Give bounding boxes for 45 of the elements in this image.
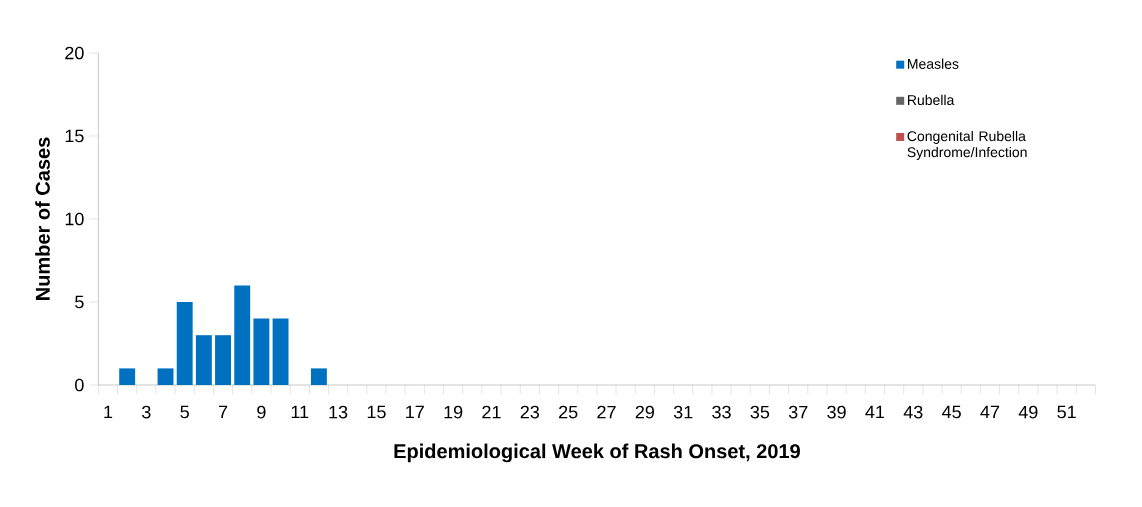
bar	[310, 368, 327, 385]
x-tick-label: 49	[1018, 405, 1038, 419]
bar	[119, 368, 136, 385]
x-tick-label: 13	[329, 405, 348, 419]
x-tick-label: 17	[406, 405, 424, 419]
x-tick-label: 19	[444, 405, 463, 419]
y-axis-title: Number of Cases	[35, 137, 50, 300]
x-tick-label: 35	[750, 405, 770, 419]
bar	[157, 368, 174, 385]
x-tick-label: 31	[673, 405, 693, 419]
y-tick-label: 0	[75, 378, 84, 392]
x-tick-label: 23	[520, 405, 540, 419]
x-axis-title: Epidemiological Week of Rash Onset, 2019	[394, 443, 800, 463]
x-tick-label: 1	[104, 405, 113, 419]
x-tick-label: 33	[712, 405, 731, 419]
x-tick-label: 5	[180, 405, 189, 419]
x-tick-label: 47	[980, 405, 1000, 419]
x-tick-label: 25	[559, 405, 578, 419]
y-tick-label: 15	[65, 129, 84, 143]
x-tick-label: 15	[367, 405, 386, 419]
bar	[215, 335, 231, 385]
x-tick-label: 41	[865, 405, 885, 419]
bar	[253, 318, 270, 385]
x-tick-label: 29	[635, 405, 655, 419]
x-tick-label: 39	[827, 405, 846, 419]
legend-label: Measles	[908, 58, 959, 69]
x-tick-label: 3	[142, 405, 151, 419]
y-tick-label: 5	[75, 295, 84, 309]
y-tick-label: 10	[65, 212, 84, 226]
x-tick-label: 37	[788, 405, 808, 419]
x-tick-label: 21	[482, 405, 501, 419]
x-tick-label: 51	[1057, 405, 1076, 419]
bar	[234, 285, 251, 385]
legend-label: Rubella	[908, 94, 955, 106]
x-tick-label: 45	[942, 405, 961, 419]
x-tick-label: 7	[218, 405, 228, 419]
x-tick-label: 43	[903, 405, 923, 419]
y-tick-label: 20	[65, 46, 84, 60]
x-tick-label: 9	[257, 405, 266, 419]
bar	[272, 318, 289, 385]
bar	[176, 302, 193, 385]
x-tick-label: 11	[291, 405, 309, 419]
bar	[195, 335, 212, 385]
legend-label: Congenital Rubella Syndrome/Infection	[907, 130, 1027, 160]
x-tick-label: 27	[597, 405, 616, 419]
